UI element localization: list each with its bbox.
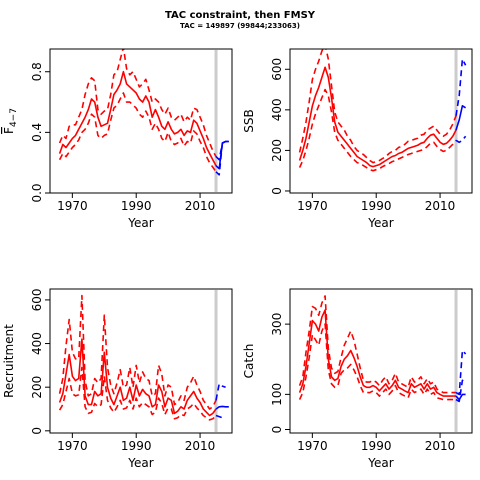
x-tick-label: 1990 [361, 439, 392, 453]
historic-bound-line [58, 49, 217, 157]
x-tick-label: 1990 [121, 199, 152, 213]
panel-catch: 1970 1990 2010 0 100 300 Year Catch [242, 288, 473, 470]
historic-median-line [298, 66, 457, 168]
x-tick-label: 2010 [425, 439, 456, 453]
y-tick-label: 0 [270, 187, 284, 195]
projection-bound-line [455, 135, 467, 144]
historic-bound-line [298, 323, 456, 401]
projection-bound-line [215, 383, 226, 401]
y-tick-label: 0 [270, 426, 284, 434]
projection-median-line [215, 405, 229, 410]
y-tick-label: 600 [30, 288, 44, 311]
y-tick-label: 0.0 [30, 183, 44, 202]
panel-ssb: 1970 1990 2010 0 200 400 600 Year SSB [242, 48, 473, 230]
series-group [58, 49, 229, 176]
x-tick-label: 2010 [185, 199, 216, 213]
y-axis-label: SSB [242, 109, 256, 132]
x-tick-label: 1990 [121, 439, 152, 453]
y-axis-label-main: F [2, 127, 16, 134]
plot-frame [289, 288, 473, 434]
x-tick-label: 2010 [425, 199, 456, 213]
projection-bound-line [215, 140, 229, 161]
projection-bound-line [455, 379, 466, 403]
historic-bound-line [58, 294, 217, 410]
y-tick-label: 0.4 [30, 123, 44, 142]
projection-bound-line [215, 414, 226, 419]
historic-bound-line [298, 295, 456, 394]
y-tick-label: 300 [270, 313, 284, 336]
projection-median-line [455, 105, 467, 131]
historic-median-line [298, 309, 456, 397]
x-tick-label: 1970 [297, 199, 328, 213]
figure-subtitle: TAC = 149897 (99844;233063) [180, 22, 300, 30]
y-axis-label: F4−7 [2, 108, 19, 134]
x-tick-label: 2010 [185, 439, 216, 453]
plot-frame [49, 48, 233, 194]
historic-bound-line [58, 366, 217, 421]
projection-bound-line [215, 140, 229, 176]
historic-bound-line [298, 49, 457, 164]
figure-title: TAC constraint, then FMSY [164, 10, 316, 21]
x-axis-label: Year [127, 456, 153, 470]
series-group [298, 295, 467, 403]
projection-bound-line [455, 58, 467, 117]
historic-bound-line [298, 88, 457, 172]
historic-median-line [58, 70, 217, 167]
x-tick-label: 1990 [361, 199, 392, 213]
y-axis-label: Recruitment [2, 324, 16, 398]
plot-frame [289, 48, 473, 194]
y-axis-label-subscript: 4−7 [9, 108, 19, 127]
panel-recruitment: 1970 1990 2010 0 200 400 600 Year Recruitment [2, 288, 233, 470]
x-tick-label: 1970 [57, 439, 88, 453]
series-group [298, 49, 467, 172]
historic-median-line [58, 338, 217, 417]
x-axis-label: Year [367, 216, 393, 230]
y-axis-label: Catch [242, 344, 256, 379]
panel-fishing-mortality: 1970 1990 2010 0.0 0.4 0.8 Year F4−7 [2, 48, 233, 230]
y-tick-label: 400 [270, 98, 284, 121]
projection-median-line [455, 393, 466, 401]
y-tick-label: 0.8 [30, 62, 44, 81]
y-tick-label: 200 [270, 139, 284, 162]
y-tick-label: 400 [30, 332, 44, 355]
y-tick-label: 100 [270, 383, 284, 406]
plot-frame [49, 288, 233, 434]
projection-bound-line [455, 349, 467, 396]
x-axis-label: Year [127, 216, 153, 230]
series-group [58, 294, 229, 421]
x-tick-label: 1970 [297, 439, 328, 453]
y-tick-label: 0 [30, 427, 44, 435]
y-tick-label: 600 [270, 58, 284, 81]
y-tick-label: 200 [30, 376, 44, 399]
x-axis-label: Year [367, 456, 393, 470]
x-tick-label: 1970 [57, 199, 88, 213]
